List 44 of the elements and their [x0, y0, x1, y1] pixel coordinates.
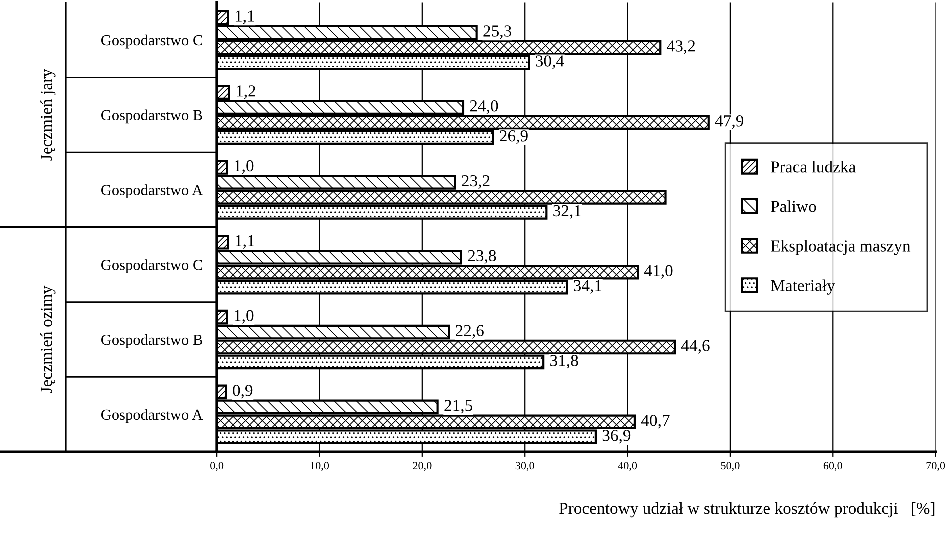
y-tick-label: Gospodarstwo C [102, 34, 202, 49]
x-tick-label: 30,0 [516, 462, 534, 472]
legend-label: Materiały [771, 280, 836, 295]
data-label: 44,6 [681, 340, 710, 354]
legend-label: Eksploatacja maszyn [771, 240, 911, 256]
data-label: 22,6 [456, 325, 484, 339]
x-axis-title: Procentowy udział w strukturze kosztów produkcji [%] [560, 502, 935, 518]
data-label: 23,2 [462, 175, 490, 190]
legend-label: Paliwo [771, 200, 816, 212]
text: Jęczmień jary [40, 69, 56, 161]
data-label: 41,0 [644, 265, 673, 279]
data-label: 1,1 [236, 235, 254, 249]
data-label: 1,1 [236, 10, 254, 24]
data-label: 47,9 [715, 116, 744, 130]
data-label: 1,2 [237, 86, 256, 100]
x-tick-label: 10,0 [310, 462, 330, 472]
data-label: 31,8 [550, 355, 578, 369]
text: Jęczmień ozimy [40, 286, 56, 394]
y-tick-label: Gospodarstwo C [102, 260, 202, 274]
data-label: 40,7 [641, 415, 670, 429]
data-label: 34,1 [574, 280, 602, 294]
data-label: 0,9 [233, 385, 253, 399]
legend-label: Praca ludzka [771, 161, 856, 173]
data-label: 23,8 [468, 250, 496, 264]
data-label: 26,9 [500, 130, 528, 144]
data-label: 25,3 [484, 26, 512, 40]
x-tick-label: 40,0 [618, 462, 638, 472]
x-tick-label: 60,0 [824, 462, 842, 472]
y-tick-label: Gospodarstwo B [102, 334, 202, 348]
data-label: 43,2 [667, 40, 696, 54]
data-label: 30,4 [536, 56, 564, 70]
data-label: 21,5 [444, 400, 472, 414]
data-label: 32,1 [554, 205, 581, 220]
data-label: 1,0 [234, 310, 254, 324]
x-tick-label: 0,0 [210, 462, 224, 472]
y-tick-label: Gospodarstwo A [102, 184, 204, 199]
x-tick-label: 70,0 [926, 462, 946, 472]
y-tick-label: Gospodarstwo B [102, 110, 202, 124]
data-label: 24,0 [470, 100, 498, 114]
x-tick-label: 50,0 [721, 462, 740, 472]
data-label: 1,0 [234, 160, 254, 174]
y-tick-label: Gospodarstwo A [102, 409, 204, 424]
x-tick-label: 20,0 [413, 462, 432, 472]
data-label: 36,9 [602, 430, 631, 444]
